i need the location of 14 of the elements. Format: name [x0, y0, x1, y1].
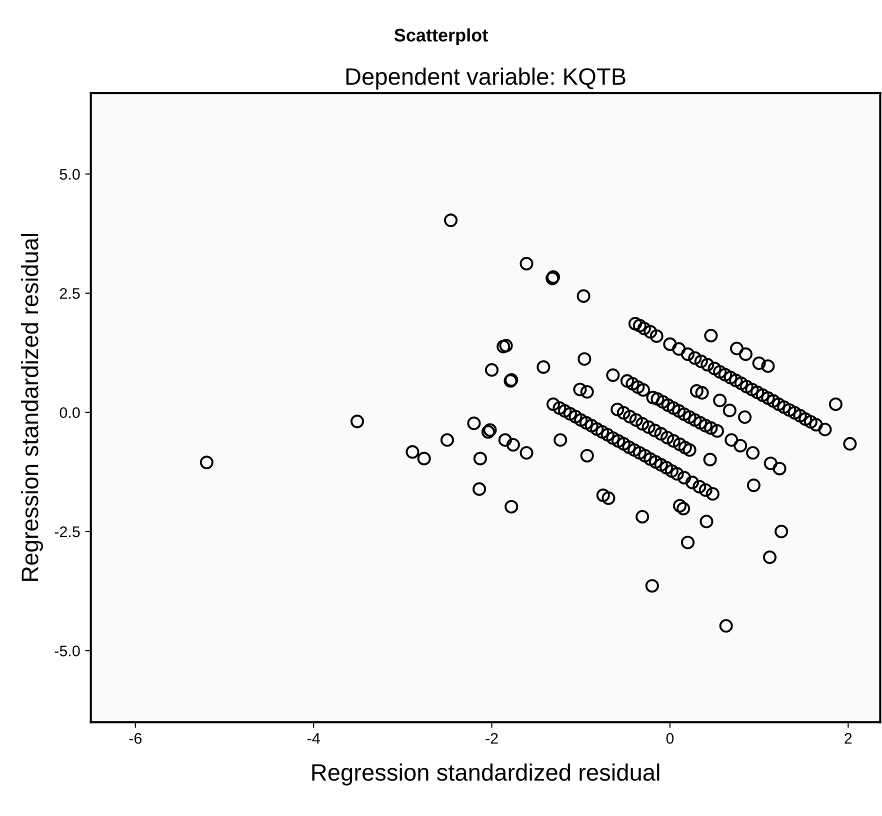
y-tick-label: 0.0	[60, 407, 80, 418]
x-tick-label: 2	[844, 732, 852, 744]
y-tick-label: -5.0	[54, 646, 80, 656]
y-tick-label: 2.5	[60, 288, 80, 299]
chart-title: Scatterplot	[394, 28, 488, 46]
x-tick-label: -6	[129, 732, 142, 744]
x-axis-title: Regression standardized residual	[312, 763, 660, 786]
x-tick-label: -2	[486, 732, 498, 744]
y-axis-title: Regression standardized residual	[20, 234, 43, 581]
y-tick-label: 5.0	[60, 168, 80, 180]
x-tick-label: -4	[307, 733, 320, 744]
chart-subtitle: Dependent variable: KQTB	[346, 68, 626, 90]
x-tick-label: 0	[666, 732, 674, 744]
y-tick-label: -2.5	[54, 526, 80, 538]
